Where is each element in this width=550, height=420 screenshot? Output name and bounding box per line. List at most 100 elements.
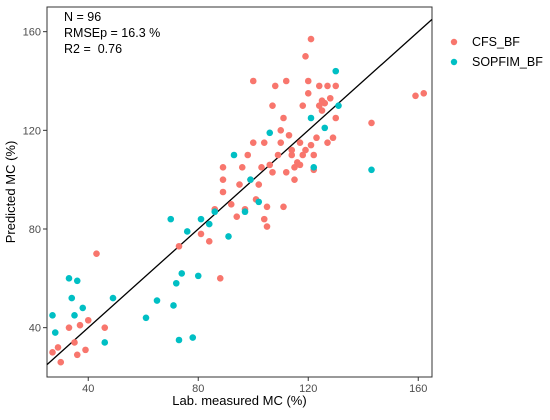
point-sopfim-bf [73,277,81,285]
y-axis-ticks: 40 80 120 160 [23,27,47,335]
point-sopfim-bf [172,279,180,287]
point-sopfim-bf [49,312,56,319]
point-cfs-bf [412,92,419,100]
point-sopfim-bf [68,294,76,302]
legend-label-cfs-bf: CFS_BF [472,35,520,49]
point-sopfim-bf [178,270,186,277]
point-sopfim-bf [51,329,59,336]
point-cfs-bf [263,203,271,211]
point-sopfim-bf [167,215,175,223]
point-sopfim-bf [65,275,73,282]
point-sopfim-bf [189,334,197,341]
x-axis-ticks: 40 80 120 160 [82,377,427,395]
point-cfs-bf [260,215,268,223]
point-cfs-bf [324,139,331,146]
point-sopfim-bf [170,302,177,309]
point-cfs-bf [326,94,334,102]
point-cfs-bf [82,346,89,354]
point-cfs-bf [219,176,227,183]
x-tick-label: 160 [409,383,427,395]
legend-key-sopfim-bf [450,58,458,66]
point-cfs-bf [236,181,243,188]
point-cfs-bf [321,99,329,107]
data-points-group [49,35,428,366]
point-cfs-bf [296,161,304,169]
point-cfs-bf [420,90,428,97]
point-cfs-bf [277,127,285,134]
point-cfs-bf [277,139,285,146]
point-cfs-bf [274,151,282,159]
point-cfs-bf [307,35,315,43]
point-cfs-bf [93,250,100,257]
x-axis-title: Lab. measured MC (%) [172,393,306,408]
point-cfs-bf [288,146,296,154]
point-sopfim-bf [153,297,161,304]
point-cfs-bf [315,82,323,90]
point-cfs-bf [307,141,315,149]
point-sopfim-bf [175,336,183,344]
point-cfs-bf [219,188,227,196]
point-cfs-bf [101,324,109,331]
point-cfs-bf [258,164,265,171]
point-cfs-bf [71,339,78,346]
point-cfs-bf [255,181,263,188]
identity-line [46,18,433,366]
point-sopfim-bf [142,314,150,322]
point-cfs-bf [57,358,65,366]
point-sopfim-bf [266,129,274,137]
point-cfs-bf [249,77,257,85]
point-cfs-bf [260,139,268,146]
point-cfs-bf [318,107,326,114]
point-sopfim-bf [321,124,329,132]
legend-key-cfs-bf [450,38,458,46]
point-sopfim-bf [183,228,191,235]
point-sopfim-bf [101,339,109,346]
legend: CFS_BF SOPFIM_BF [450,35,543,69]
point-cfs-bf [332,114,340,122]
point-cfs-bf [329,134,337,142]
point-cfs-bf [280,203,287,211]
point-cfs-bf [233,213,241,220]
x-tick-label: 40 [82,383,94,395]
point-sopfim-bf [197,215,205,223]
point-cfs-bf [280,114,287,122]
y-axis-title: Predicted MC (%) [3,141,18,244]
point-cfs-bf [249,139,257,146]
x-tick-label: 80 [192,383,204,395]
point-sopfim-bf [255,198,263,206]
point-cfs-bf [310,151,318,159]
point-cfs-bf [266,161,274,169]
point-cfs-bf [302,53,309,60]
point-cfs-bf [73,351,81,359]
point-cfs-bf [269,168,276,176]
point-cfs-bf [296,139,304,146]
x-tick-label: 120 [299,383,317,395]
point-cfs-bf [299,102,307,109]
point-sopfim-bf [225,233,232,240]
point-cfs-bf [291,176,298,183]
point-cfs-bf [175,242,183,250]
point-cfs-bf [291,164,298,171]
point-cfs-bf [313,134,320,142]
point-cfs-bf [288,151,296,159]
y-tick-label: 160 [23,27,41,39]
identity-line-group [46,18,433,366]
point-cfs-bf [304,77,312,85]
point-cfs-bf [315,102,323,109]
point-cfs-bf [244,151,252,159]
point-cfs-bf [49,349,56,356]
point-cfs-bf [54,344,62,351]
point-sopfim-bf [335,102,342,109]
point-cfs-bf [227,201,235,208]
legend-label-sopfim-bf: SOPFIM_BF [472,55,543,69]
point-cfs-bf [76,321,84,329]
point-sopfim-bf [368,166,375,174]
stats-n: N = 96 [64,10,101,24]
point-sopfim-bf [310,164,318,171]
point-cfs-bf [271,82,279,90]
point-sopfim-bf [194,272,202,280]
stats-r2: R2 = 0.76 [64,42,122,56]
point-cfs-bf [84,316,92,324]
